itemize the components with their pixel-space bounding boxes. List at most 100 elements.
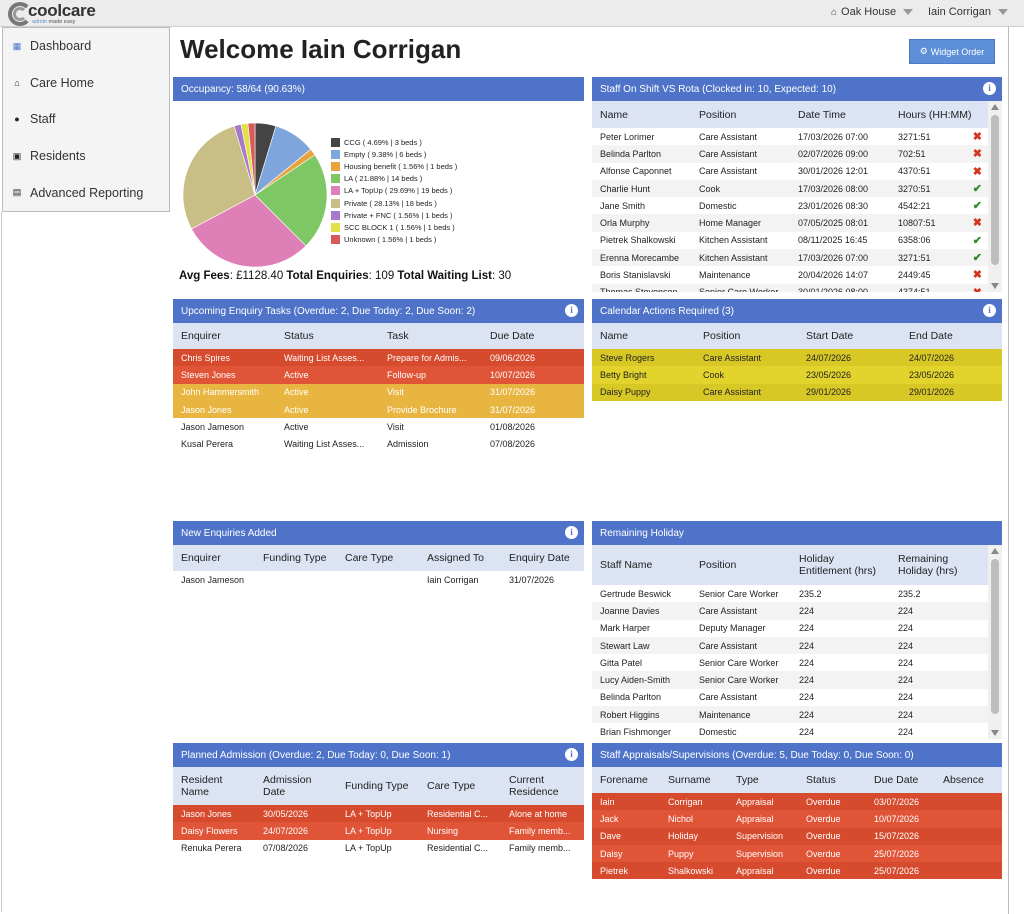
- column-header[interactable]: Funding Type: [255, 545, 337, 571]
- info-icon[interactable]: i: [565, 526, 578, 539]
- sidebar-item-residents[interactable]: ▣ Residents: [3, 138, 169, 175]
- scroll-up-icon[interactable]: [991, 548, 999, 554]
- table-row[interactable]: John Hammersmith Active Visit 31/07/2026: [173, 383, 584, 401]
- sidebar-item-advanced-reporting[interactable]: ▤ Advanced Reporting: [3, 174, 169, 211]
- table-row[interactable]: Charlie Hunt Cook 17/03/2026 08:00 3270:51 ✔: [592, 179, 988, 198]
- cell-enquirer: Kusal Perera: [181, 439, 234, 450]
- column-header[interactable]: Date Time: [790, 101, 890, 128]
- table-row[interactable]: Robert Higgins Maintenance 224 224: [592, 706, 988, 724]
- table-row[interactable]: Lucy Aiden-Smith Senior Care Worker 224 224: [592, 671, 988, 689]
- pie-slice[interactable]: [254, 154, 328, 247]
- staff-shift-scrollbar[interactable]: [988, 101, 1002, 292]
- table-row[interactable]: Steve Rogers Care Assistant 24/07/2026 24/0…: [592, 349, 1002, 367]
- table-row[interactable]: Belinda Parlton Care Assistant 02/07/2026 …: [592, 145, 988, 163]
- info-icon[interactable]: i: [565, 748, 578, 761]
- table-row[interactable]: Iain Corrigan Appraisal Overdue 03/07/2026: [592, 793, 1002, 811]
- info-icon[interactable]: i: [565, 304, 578, 317]
- pie-slice[interactable]: [247, 122, 256, 196]
- table-row[interactable]: Orla Murphy Home Manager 07/05/2025 08:01 1…: [592, 214, 988, 232]
- home-selector[interactable]: ⌂ Oak House: [831, 6, 914, 18]
- table-row[interactable]: Chris Spires Waiting List Asses... Prepare…: [173, 349, 584, 367]
- table-row[interactable]: Betty Bright Cook 23/05/2026 23/05/2026: [592, 366, 1002, 384]
- table-row[interactable]: Alfonse Caponnet Care Assistant 30/01/2026…: [592, 163, 988, 180]
- table-row[interactable]: Stewart Law Care Assistant 224 224: [592, 636, 988, 655]
- column-header[interactable]: Enquiry Date: [501, 545, 584, 571]
- table-row[interactable]: Jane Smith Domestic 23/01/2026 08:30 4542:2…: [592, 197, 988, 214]
- remaining-holiday-scrollbar[interactable]: [988, 545, 1002, 739]
- column-header[interactable]: Assigned To: [419, 545, 501, 571]
- sidebar-item-staff[interactable]: ● Staff: [3, 101, 169, 138]
- table-row[interactable]: Brian Fishmonger Domestic 224 224: [592, 723, 988, 739]
- table-row[interactable]: Belinda Parlton Care Assistant 224 224: [592, 689, 988, 706]
- pie-slice[interactable]: [191, 194, 307, 268]
- sidebar-item-care-home[interactable]: ⌂ Care Home: [3, 65, 169, 102]
- widget-order-button[interactable]: ⚙ Widget Order: [909, 39, 995, 64]
- table-row[interactable]: Renuka Perera 07/08/2026 LA + TopUp Residen…: [173, 840, 584, 857]
- scroll-thumb[interactable]: [991, 115, 999, 265]
- scroll-down-icon[interactable]: [991, 283, 999, 289]
- sidebar-item-dashboard[interactable]: ▦ Dashboard: [3, 28, 169, 65]
- table-row[interactable]: Jason Jameson Active Visit 01/08/2026: [173, 418, 584, 435]
- table-row[interactable]: Jason Jones 30/05/2026 LA + TopUp Residenti…: [173, 805, 584, 823]
- table-row[interactable]: Daisy Puppy Supervision Overdue 25/07/2026: [592, 844, 1002, 863]
- column-header[interactable]: Holiday Entitlement (hrs): [791, 545, 890, 585]
- table-row[interactable]: Boris Stanislavski Maintenance 20/04/2026 …: [592, 266, 988, 283]
- table-row[interactable]: Erenna Morecambe Kitchen Assistant 17/03/2…: [592, 249, 988, 267]
- table-row[interactable]: Jack Nichol Appraisal Overdue 10/07/2026: [592, 810, 1002, 828]
- table-row[interactable]: Pietrek Shalkowski Appraisal Overdue 25/07/2…: [592, 862, 1002, 880]
- cell-position: Kitchen Assistant: [691, 249, 790, 267]
- column-header[interactable]: Absence: [935, 767, 1002, 793]
- column-header[interactable]: Status: [798, 767, 866, 793]
- column-header[interactable]: Enquirer: [173, 545, 255, 571]
- info-icon[interactable]: i: [983, 304, 996, 317]
- column-header[interactable]: Surname: [660, 767, 728, 793]
- column-header[interactable]: Forename: [592, 767, 660, 793]
- column-header[interactable]: Position: [691, 101, 790, 128]
- table-row[interactable]: Daisy Puppy Care Assistant 29/01/2026 29/01…: [592, 383, 1002, 401]
- column-header[interactable]: Admission Date: [255, 767, 337, 805]
- column-header[interactable]: Care Type: [337, 545, 419, 571]
- table-row[interactable]: Pietrek Shalkowski Kitchen Assistant 08/11…: [592, 232, 988, 249]
- table-row[interactable]: Mark Harper Deputy Manager 224 224: [592, 620, 988, 637]
- cell-remaining: 224: [890, 671, 988, 689]
- cell-due: 31/07/2026: [482, 400, 584, 419]
- column-header[interactable]: Enquirer: [173, 323, 276, 349]
- table-row[interactable]: Joanne Davies Care Assistant 224 224: [592, 602, 988, 620]
- table-row[interactable]: Dave Holiday Supervision Overdue 15/07/2026: [592, 827, 1002, 845]
- column-header[interactable]: Hours (HH:MM): [890, 101, 988, 128]
- column-header[interactable]: Position: [691, 545, 791, 585]
- coolcare-logo[interactable]: coolcare admin made easy: [8, 1, 98, 26]
- column-header[interactable]: Funding Type: [337, 767, 419, 805]
- column-header[interactable]: Name: [592, 101, 691, 128]
- column-header[interactable]: Position: [695, 323, 798, 349]
- table-row[interactable]: Steven Jones Active Follow-up 10/07/2026: [173, 366, 584, 384]
- column-header[interactable]: Staff Name: [592, 545, 691, 585]
- column-header[interactable]: Current Residence: [501, 767, 584, 805]
- table-row[interactable]: Jason Jameson Iain Corrigan 31/07/2026: [173, 571, 584, 588]
- user-menu[interactable]: Iain Corrigan: [928, 6, 1008, 18]
- table-row[interactable]: Jason Jones Active Provide Brochure 31/07/2…: [173, 400, 584, 419]
- column-header[interactable]: Due Date: [482, 323, 584, 349]
- scroll-thumb[interactable]: [991, 559, 999, 714]
- table-row[interactable]: Kusal Perera Waiting List Asses... Admissi…: [173, 435, 584, 452]
- table-row[interactable]: Thomas StevensonSenior Care Worker30/01/…: [592, 283, 988, 292]
- column-header[interactable]: Name: [592, 323, 695, 349]
- table-row[interactable]: Peter Lorimer Care Assistant 17/03/2026 07…: [592, 128, 988, 145]
- column-header[interactable]: Remaining Holiday (hrs): [890, 545, 988, 585]
- column-header[interactable]: Due Date: [866, 767, 935, 793]
- table-row[interactable]: Gitta Patel Senior Care Worker 224 224: [592, 654, 988, 671]
- column-header[interactable]: Start Date: [798, 323, 901, 349]
- pie-slice[interactable]: [182, 125, 256, 230]
- column-header[interactable]: Resident Name: [173, 767, 255, 805]
- table-row[interactable]: Daisy Flowers 24/07/2026 LA + TopUp Nursing…: [173, 822, 584, 840]
- scroll-up-icon[interactable]: [991, 104, 999, 110]
- cell-entitlement: 224: [791, 671, 890, 689]
- column-header[interactable]: Type: [728, 767, 798, 793]
- column-header[interactable]: End Date: [901, 323, 1002, 349]
- column-header[interactable]: Status: [276, 323, 379, 349]
- column-header[interactable]: Task: [379, 323, 482, 349]
- column-header[interactable]: Care Type: [419, 767, 501, 805]
- table-row[interactable]: Gertrude Beswick Senior Care Worker 235.2 2…: [592, 585, 988, 602]
- scroll-down-icon[interactable]: [991, 730, 999, 736]
- info-icon[interactable]: i: [983, 82, 996, 95]
